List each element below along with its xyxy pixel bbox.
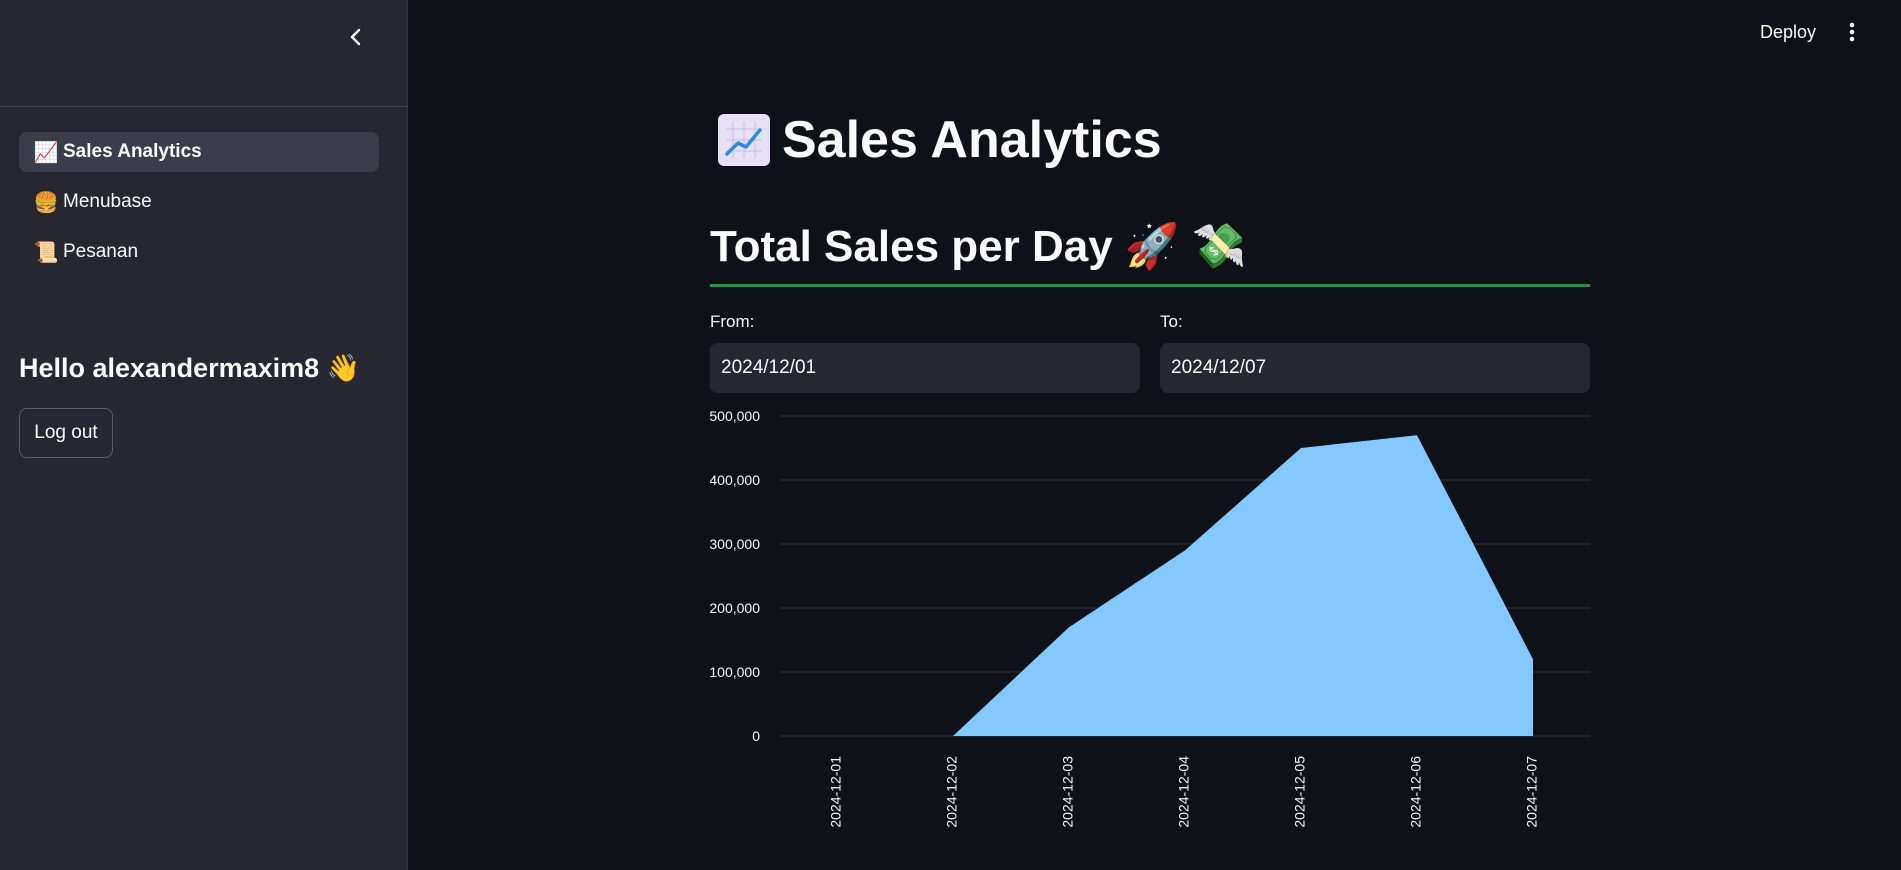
from-label: From: (710, 312, 755, 331)
y-tick-label: 300,000 (710, 536, 760, 552)
deploy-button[interactable]: Deploy (1760, 21, 1817, 42)
x-tick-label: 2024-12-06 (1408, 756, 1424, 828)
to-date-input[interactable] (1160, 343, 1590, 393)
x-tick-label: 2024-12-02 (944, 756, 960, 828)
y-tick-label: 0 (752, 728, 760, 744)
sidebar-item-menubase[interactable]: 🍔 Menubase (19, 182, 379, 222)
main-menu-button[interactable] (1840, 16, 1864, 48)
sidebar-item-sales-analytics[interactable]: 📈 Sales Analytics (19, 132, 379, 172)
from-date-input[interactable] (710, 343, 1140, 393)
x-tick-label: 2024-12-03 (1060, 756, 1076, 828)
y-tick-label: 100,000 (710, 664, 760, 680)
sales-area-chart: 0 100,000 200,000 300,000 400,000 500,000 2024… (710, 408, 1590, 828)
sidebar: 📈 Sales Analytics 🍔 Menubase 📜 Pesanan H… (0, 0, 408, 870)
y-tick-label: 200,000 (710, 600, 760, 616)
sidebar-item-label: Pesanan (63, 241, 139, 262)
section-title: Total Sales per Day 🚀 💸 (710, 222, 1247, 271)
sidebar-item-label: Sales Analytics (63, 141, 202, 162)
x-tick-label: 2024-12-04 (1176, 756, 1192, 828)
sidebar-divider (0, 106, 408, 107)
x-tick-label: 2024-12-01 (828, 756, 844, 828)
chart-increasing-icon: 📈 (33, 141, 59, 164)
collapse-sidebar-button[interactable] (340, 22, 372, 52)
sidebar-item-pesanan[interactable]: 📜 Pesanan (19, 232, 379, 272)
hamburger-icon: 🍔 (33, 191, 59, 214)
sidebar-nav: 📈 Sales Analytics 🍔 Menubase 📜 Pesanan (19, 132, 379, 282)
x-tick-label: 2024-12-05 (1292, 756, 1308, 828)
section-divider (710, 284, 1590, 287)
page-title: Sales Analytics (718, 110, 1162, 170)
y-tick-label: 400,000 (710, 472, 760, 488)
kebab-menu-icon (1849, 22, 1855, 42)
chevron-left-icon (350, 28, 361, 46)
greeting-heading: Hello alexandermaxim8 👋 (19, 353, 361, 383)
scroll-icon: 📜 (33, 241, 59, 264)
y-tick-label: 500,000 (710, 408, 760, 424)
chart-increasing-icon (718, 114, 770, 166)
sales-area (837, 435, 1533, 736)
sidebar-item-label: Menubase (63, 191, 152, 212)
x-tick-label: 2024-12-07 (1524, 756, 1540, 828)
logout-button[interactable]: Log out (19, 408, 113, 458)
page-title-text: Sales Analytics (782, 111, 1162, 169)
to-label: To: (1160, 312, 1183, 331)
